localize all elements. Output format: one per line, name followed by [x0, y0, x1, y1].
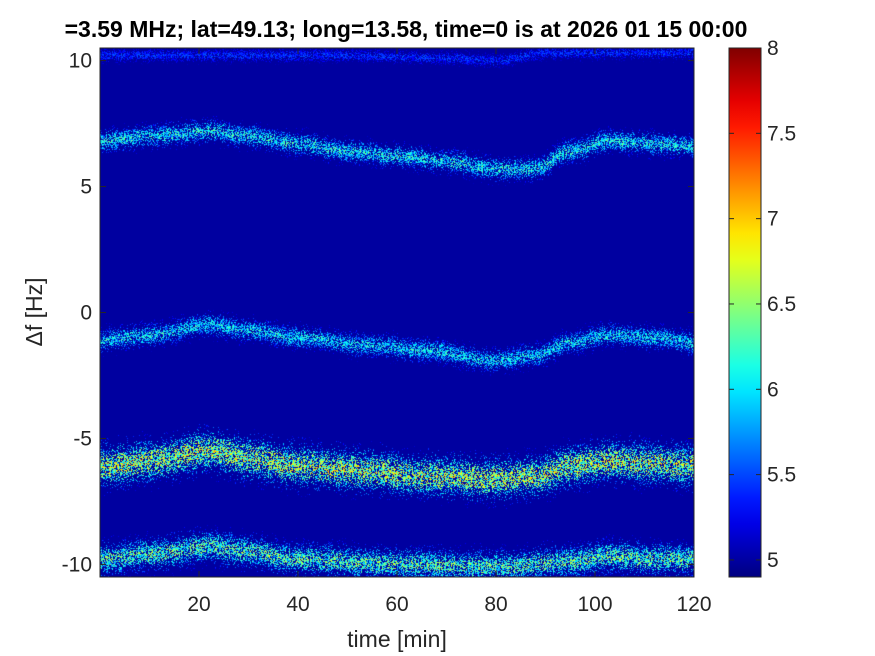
colorbar-tick-label: 6.5 [767, 293, 796, 316]
x-axis-label: time [min] [347, 626, 447, 652]
colorbar: 5 5.5 6 6.5 7 7.5 8 [728, 37, 796, 578]
colorbar-tick-label: 5 [767, 549, 779, 572]
y-axis-label: Δf [Hz] [21, 277, 47, 346]
colorbar-tick-label: 7.5 [767, 122, 796, 145]
colorbar-tick-label: 6 [767, 378, 779, 401]
colorbar-tick-label: 5.5 [767, 464, 796, 487]
x-tick-label: 20 [187, 593, 210, 616]
y-tick-label: 10 [69, 50, 92, 73]
x-tick-label: 40 [286, 593, 309, 616]
y-tick-label: 5 [80, 176, 92, 199]
x-tick-label: 80 [484, 593, 507, 616]
x-axis: 20 40 60 80 100 120 [187, 48, 712, 616]
colorbar-frame [728, 47, 762, 578]
y-axis: -10 -5 0 5 10 [62, 50, 694, 576]
colorbar-ticks: 5 5.5 6 6.5 7 7.5 8 [729, 37, 796, 572]
y-tick-label: -10 [62, 553, 92, 576]
x-tick-label: 60 [385, 593, 408, 616]
plot-area [99, 47, 695, 578]
y-tick-label: -5 [73, 427, 92, 450]
colorbar-tick-label: 8 [767, 37, 779, 60]
y-tick-label: 0 [80, 302, 92, 325]
x-tick-label: 120 [676, 593, 711, 616]
chart-title: =3.59 MHz; lat=49.13; long=13.58, time=0… [65, 16, 748, 42]
colorbar-tick-label: 7 [767, 208, 779, 231]
colorbar-gradient [729, 48, 761, 577]
heatmap-image [100, 48, 694, 577]
x-tick-label: 100 [577, 593, 612, 616]
